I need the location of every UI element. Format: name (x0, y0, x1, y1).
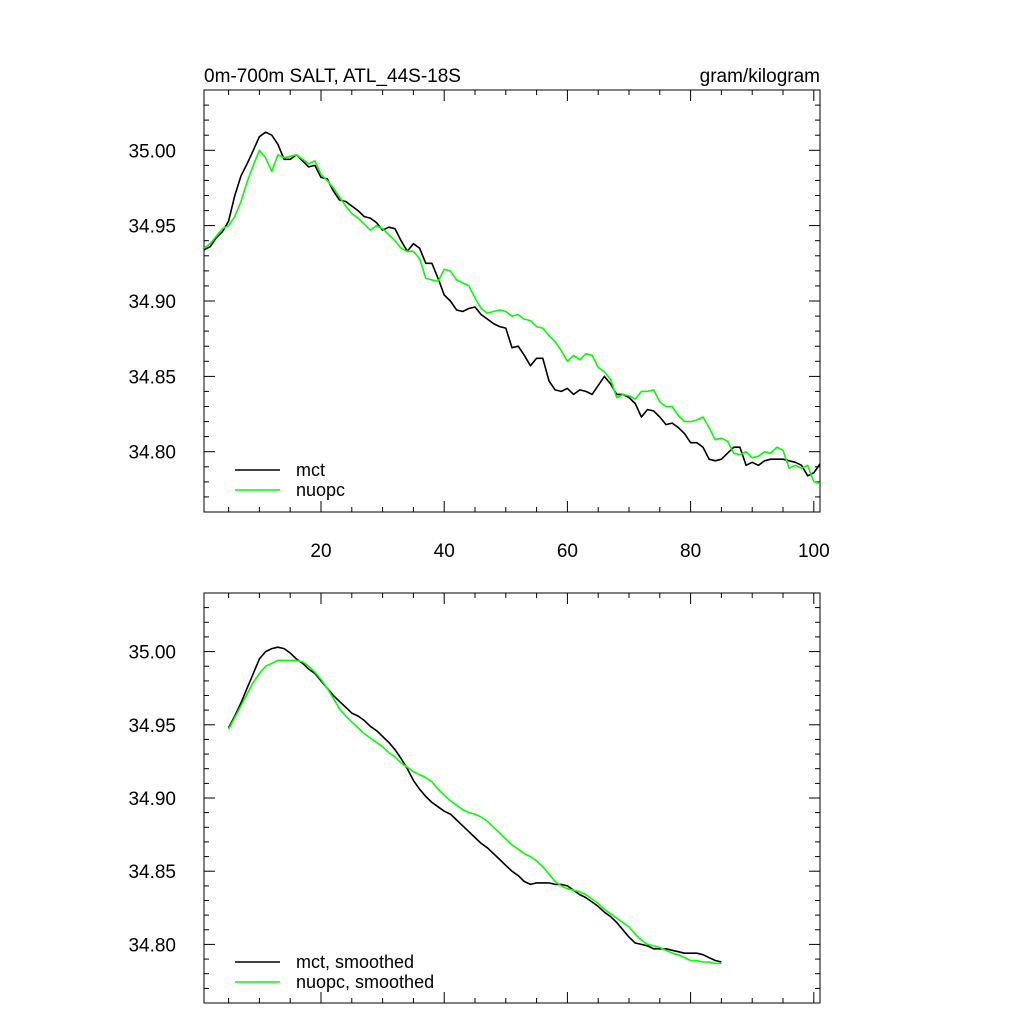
series-line-mct-smoothed (227, 646, 722, 963)
y-tick-label: 34.95 (128, 217, 176, 238)
units-label: gram/kilogram (700, 66, 820, 87)
y-tick-label: 34.95 (128, 716, 176, 737)
x-tick-label: 80 (680, 541, 701, 562)
y-tick-label: 35.00 (128, 141, 176, 162)
x-tick-label: 40 (434, 541, 455, 562)
plot-frame (203, 592, 821, 1004)
bottom-panel: 35.00 34.95 34.90 34.85 34.80 mct, smoothednu… (128, 592, 821, 1004)
y-tick-label: 34.85 (128, 862, 176, 883)
series-line-mct (203, 131, 821, 477)
x-tick-label: 60 (557, 541, 578, 562)
top-panel: 0m-700m SALT, ATL_44S-18S gram/kilogram … (128, 66, 829, 562)
y-tick-label: 34.85 (128, 367, 176, 388)
chart-title: 0m-700m SALT, ATL_44S-18S (204, 66, 461, 87)
legend-label: nuopc, smoothed (296, 972, 434, 992)
x-tick-label: 100 (798, 541, 830, 562)
series-line-nuopc-smoothed (227, 659, 722, 965)
x-tick-label: 20 (310, 541, 331, 562)
y-tick-label: 34.90 (128, 292, 176, 313)
y-tick-label: 34.80 (128, 935, 176, 956)
y-tick-label: 34.80 (128, 443, 176, 464)
y-tick-label: 35.00 (128, 643, 176, 664)
y-tick-label: 34.90 (128, 789, 176, 810)
plot-frame (203, 89, 821, 513)
legend-label: nuopc (296, 480, 345, 500)
legend-label: mct, smoothed (296, 952, 414, 972)
legend-label: mct (296, 460, 325, 480)
series-line-nuopc (203, 149, 821, 485)
